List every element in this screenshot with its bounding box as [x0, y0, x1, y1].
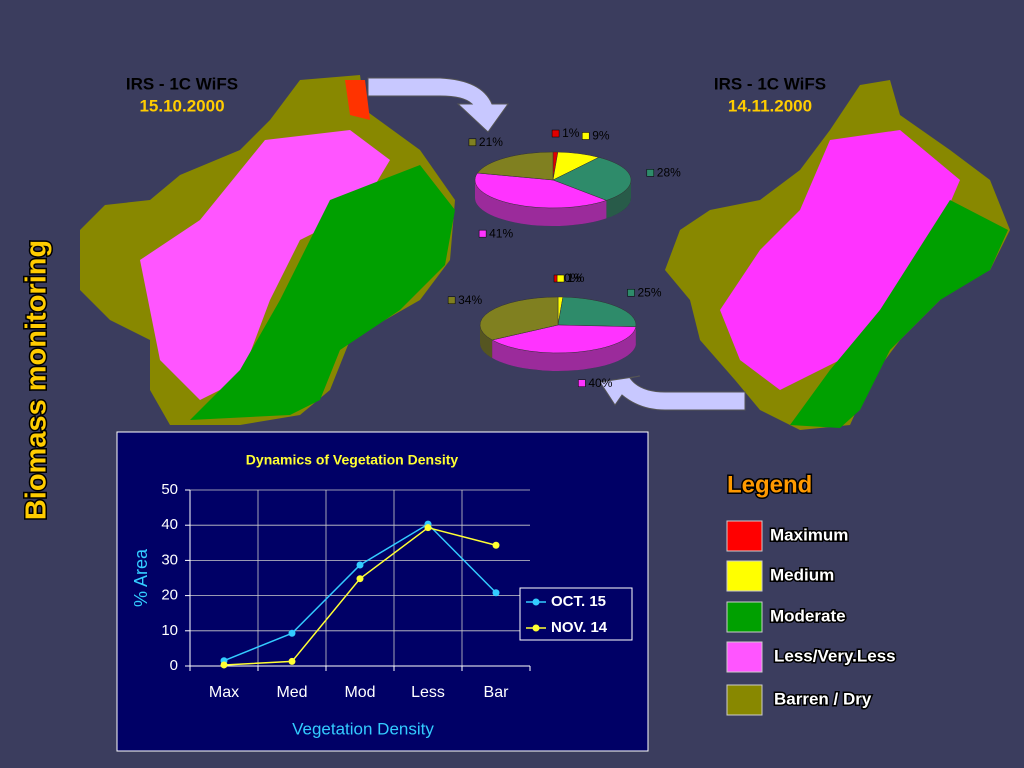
pie-side: [492, 326, 636, 371]
pie-label-swatch: [578, 379, 586, 387]
legend-label: Moderate: [770, 606, 846, 625]
map-left: [80, 75, 455, 425]
arrow: [367, 77, 509, 133]
legend-marker: [532, 598, 540, 606]
series-point: [356, 575, 364, 583]
pie-label: 25%: [638, 285, 662, 299]
map-right: [665, 80, 1010, 430]
pie-label: 41%: [489, 226, 513, 240]
pie-label-swatch: [551, 129, 560, 138]
series-point: [424, 524, 432, 532]
slide-title: Biomass monitoring: [21, 240, 53, 520]
map-sensor: IRS - 1C WiFS: [714, 74, 826, 93]
map-sensor: IRS - 1C WiFS: [126, 74, 238, 93]
pie-slice: [474, 172, 608, 209]
pie-slice: [557, 296, 637, 328]
legend-label: Medium: [770, 565, 834, 584]
legend-swatch: [726, 520, 763, 552]
legend-label: Maximum: [770, 525, 848, 544]
y-tick-label: 50: [161, 481, 178, 498]
x-axis-label: Vegetation Density: [292, 719, 434, 738]
x-tick-label: Bar: [484, 684, 510, 701]
legend-label: OCT. 15: [551, 593, 606, 610]
pie-label: 21%: [479, 135, 503, 149]
pie-slice: [476, 151, 554, 181]
y-tick-label: 10: [161, 622, 178, 639]
series-point: [492, 541, 500, 549]
legend-swatch: [726, 684, 763, 716]
pie-label-swatch: [627, 288, 635, 297]
series-point: [288, 629, 296, 637]
pie-label: 9%: [592, 129, 610, 143]
legend-marker: [532, 624, 540, 632]
legend-label: NOV. 14: [551, 619, 608, 636]
pie-label-swatch: [468, 138, 477, 147]
map-date: 14.11.2000: [728, 96, 812, 115]
y-tick-label: 20: [161, 587, 178, 604]
y-tick-label: 0: [170, 657, 178, 674]
legend-swatch: [726, 601, 763, 633]
series-point: [492, 589, 500, 597]
legend-label: Less/Very.Less: [774, 646, 896, 665]
pie-label-swatch: [447, 296, 456, 305]
pie-label: 1%: [562, 126, 580, 140]
map-date: 15.10.2000: [139, 96, 224, 115]
legend-label: Barren / Dry: [774, 689, 872, 708]
pie-slice: [479, 296, 559, 341]
x-tick-label: Max: [209, 684, 239, 701]
y-axis-label: % Area: [131, 548, 151, 607]
pie-side: [606, 180, 631, 219]
pie-label: 34%: [458, 293, 482, 307]
pie-slice: [552, 157, 632, 201]
pie-label: 40%: [588, 376, 612, 390]
y-tick-label: 30: [161, 551, 178, 568]
legend-swatch: [726, 641, 763, 673]
pie-label-swatch: [556, 274, 565, 283]
pie-label: 1%: [567, 271, 585, 285]
x-tick-label: Med: [276, 684, 307, 701]
pie-side: [475, 180, 607, 227]
legend-title: Legend: [727, 471, 812, 498]
pie-label: 0%: [564, 271, 582, 285]
pie-label-swatch: [581, 132, 590, 140]
x-tick-label: Mod: [344, 684, 375, 701]
series-point: [288, 657, 296, 665]
legend-box: [519, 587, 633, 641]
legend-swatch: [726, 560, 763, 592]
pie-label-swatch: [646, 169, 655, 177]
pie-side: [480, 325, 493, 359]
pie-label: 28%: [657, 166, 681, 180]
x-tick-label: Less: [411, 684, 445, 701]
pie-label-swatch: [478, 229, 487, 238]
arrow: [599, 375, 746, 411]
y-tick-label: 40: [161, 516, 178, 533]
chart-title: Dynamics of Vegetation Density: [246, 452, 459, 468]
series-point: [220, 661, 228, 669]
series-point: [356, 561, 364, 569]
